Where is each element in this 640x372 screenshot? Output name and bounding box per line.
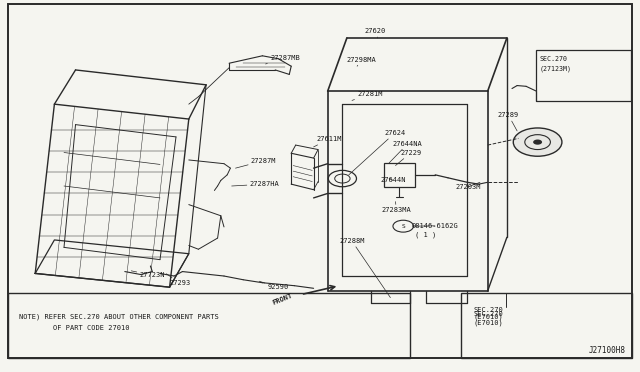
- Text: (E7010): (E7010): [474, 320, 503, 326]
- Text: FRONT: FRONT: [272, 292, 294, 306]
- Text: 08146-6162G: 08146-6162G: [412, 223, 458, 229]
- Text: 27289: 27289: [498, 112, 519, 131]
- Text: 27293: 27293: [166, 274, 191, 286]
- Text: 27287HA: 27287HA: [232, 181, 279, 187]
- Text: SEC.270: SEC.270: [540, 56, 568, 62]
- Text: 27624: 27624: [349, 130, 405, 175]
- Text: 27203M: 27203M: [456, 182, 481, 190]
- Text: 27287M: 27287M: [236, 158, 276, 168]
- Text: OF PART CODE 27010: OF PART CODE 27010: [19, 325, 130, 331]
- Text: ( 1 ): ( 1 ): [415, 232, 436, 238]
- Text: 27298MA: 27298MA: [347, 57, 376, 66]
- Text: 27611M: 27611M: [314, 136, 342, 147]
- Text: 92590: 92590: [259, 281, 289, 290]
- Text: 27288M: 27288M: [339, 238, 390, 298]
- Text: (E7010): (E7010): [474, 314, 503, 320]
- Bar: [461, 293, 632, 358]
- Text: J27100H8: J27100H8: [589, 346, 626, 355]
- Text: 27644N: 27644N: [380, 177, 406, 183]
- Text: NOTE) REFER SEC.270 ABOUT OTHER COMPONENT PARTS: NOTE) REFER SEC.270 ABOUT OTHER COMPONEN…: [19, 314, 219, 320]
- Text: SEC.270: SEC.270: [474, 307, 503, 312]
- Text: 27283MA: 27283MA: [381, 202, 411, 213]
- Text: 27229: 27229: [396, 150, 421, 166]
- Text: 27281M: 27281M: [352, 91, 383, 100]
- Bar: [536, 50, 631, 101]
- Text: 27620: 27620: [365, 28, 386, 38]
- Text: 27287MB: 27287MB: [266, 55, 300, 64]
- Circle shape: [513, 128, 562, 156]
- Text: (27123M): (27123M): [540, 65, 572, 72]
- Text: S: S: [401, 224, 405, 229]
- Text: 27644NA: 27644NA: [389, 141, 422, 163]
- Bar: [384, 163, 415, 187]
- Text: 27723N: 27723N: [131, 271, 165, 278]
- Bar: [8, 293, 410, 358]
- Text: SEC.270: SEC.270: [474, 311, 503, 317]
- Circle shape: [533, 140, 542, 145]
